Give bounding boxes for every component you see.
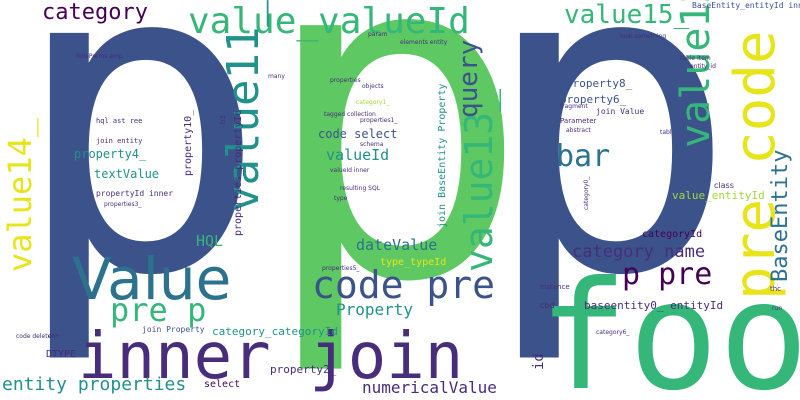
word-code-delete: code delete bbox=[16, 333, 52, 340]
word-numericalvalue: numericalValue bbox=[362, 378, 497, 397]
word-entity-properties: entity properties bbox=[2, 374, 187, 395]
word-datevalue: dateValue bbox=[356, 236, 438, 254]
word-p1: p bbox=[10, 0, 269, 370]
word-value14: value14_ bbox=[1, 117, 39, 272]
word-type-typeid: type_typeId bbox=[380, 257, 447, 268]
word-textvalue: textValue bbox=[94, 167, 160, 181]
word-abstract: abstract bbox=[566, 127, 591, 134]
word-propertyid-inner: propertyId inner bbox=[96, 189, 174, 198]
word-code-pre: code pre bbox=[312, 263, 496, 307]
word-category: category bbox=[42, 0, 148, 25]
word-table-item: table item bbox=[680, 55, 711, 62]
word-properties5: properties5_ bbox=[322, 265, 360, 272]
word-resulting-sql: resulting SQL bbox=[340, 185, 381, 192]
word-category1: category1_ bbox=[356, 99, 390, 106]
word-value11: value11_ bbox=[218, 0, 269, 212]
word-value: Value bbox=[72, 245, 232, 313]
word-code-select: code select bbox=[318, 127, 398, 141]
word-property6: property6_ bbox=[560, 93, 627, 106]
word-class: class bbox=[714, 181, 734, 190]
word-fragment: fragment bbox=[560, 103, 588, 110]
word-properties-propertyid: properties_propertyId bbox=[233, 109, 244, 236]
word-instance: instance bbox=[540, 283, 570, 291]
word-baseentity-entityid-inner: BaseEntity_entityId inner bbox=[692, 1, 800, 10]
word-join-entity: join entity bbox=[96, 137, 143, 145]
word-join-value: join Value bbox=[596, 107, 645, 116]
word-join-baseentity-property: join BaseEntity Property bbox=[437, 83, 448, 229]
word-select: select bbox=[204, 379, 241, 390]
word-category0: category0_ bbox=[583, 176, 590, 210]
word-h3: h3 bbox=[219, 115, 227, 124]
word-categoryid: categoryId bbox=[642, 229, 703, 240]
word-property8: property8_ bbox=[566, 77, 633, 90]
word-tagged-collection: tagged collection bbox=[324, 111, 376, 118]
word-bar: bar bbox=[556, 139, 611, 174]
word-elements-entity: elements entity bbox=[400, 39, 448, 46]
word-thc: thc bbox=[770, 285, 782, 293]
word-p-pre: p pre bbox=[622, 257, 713, 292]
word-objects: objects bbox=[362, 83, 384, 90]
word-look-something: look something bbox=[620, 33, 667, 40]
word-rolepermsamp: RolePerms amp bbox=[76, 53, 123, 60]
word-p3: p bbox=[480, 0, 739, 370]
word-dtype: DTYPE bbox=[46, 349, 77, 360]
word-hql-ast-tree: hql ast ree bbox=[96, 117, 143, 125]
word-parameter: Parameter bbox=[560, 117, 597, 125]
word-category-name: category name bbox=[572, 242, 706, 262]
word-baseentity0-entityid: baseentity0_ entityId bbox=[584, 299, 724, 312]
word-property4: property4_ bbox=[74, 147, 147, 161]
word-category6: category6_ bbox=[596, 329, 630, 336]
word-valueid-inner: valueId inner bbox=[330, 167, 370, 174]
word-many: many bbox=[268, 73, 285, 80]
word-hql: HQL bbox=[196, 232, 224, 250]
word-query: query bbox=[454, 39, 484, 118]
word-inner-join: inner join bbox=[78, 320, 464, 394]
word-baseentity: BaseEntity bbox=[768, 149, 793, 282]
word-id: id bbox=[531, 353, 547, 370]
word-property10: property10_ bbox=[183, 109, 194, 176]
word-p2: p bbox=[258, 0, 532, 382]
word-pre-p: pre p bbox=[110, 291, 207, 329]
word-property: Property bbox=[336, 300, 414, 319]
word-properties3: properties3_ bbox=[104, 201, 142, 208]
word-valueid: valueId bbox=[326, 146, 390, 164]
word-cbn: cbn bbox=[48, 333, 59, 340]
word-schema: schema bbox=[360, 141, 384, 148]
word-foo: foo bbox=[538, 250, 800, 400]
word-tabl: tabl bbox=[660, 129, 672, 136]
word-entity-id: entity_id bbox=[690, 63, 716, 70]
word-value15: value15_ bbox=[564, 0, 690, 30]
word-cbd: cbd bbox=[540, 301, 555, 310]
word-properties1: properties1_ bbox=[360, 117, 398, 124]
word-param: param bbox=[368, 31, 388, 38]
word-value-valueid: value_valueId bbox=[188, 1, 470, 42]
word-property2: property2_ bbox=[270, 363, 337, 376]
word-run: run bbox=[772, 305, 783, 312]
word-join-property: join Property bbox=[142, 325, 205, 334]
word-type: type bbox=[334, 195, 348, 202]
word-category-categoryid: category_categoryId bbox=[212, 325, 338, 338]
word-properties-small: properties bbox=[330, 77, 361, 84]
word-value-entityid: value_entityId bbox=[672, 189, 765, 202]
